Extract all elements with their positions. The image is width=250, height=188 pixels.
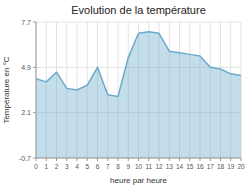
x-tick-label: 1 <box>44 163 48 170</box>
y-tick-label: 4.9 <box>21 64 31 71</box>
x-tick-label: 6 <box>96 163 100 170</box>
x-tick <box>118 158 119 161</box>
x-tick <box>56 158 57 161</box>
x-tick <box>148 158 149 161</box>
x-tick <box>97 158 98 161</box>
x-tick <box>200 158 201 161</box>
grid <box>36 22 241 158</box>
x-tick-label: 8 <box>116 163 120 170</box>
y-tick-label: 2.1 <box>21 109 31 116</box>
x-tick <box>230 158 231 161</box>
x-tick-label: 19 <box>227 163 235 170</box>
x-tick <box>210 158 211 161</box>
x-tick-label: 3 <box>65 163 69 170</box>
chart-container: -0.72.14.97.7012345678910111213141516171… <box>0 0 250 188</box>
x-tick-label: 4 <box>75 163 79 170</box>
y-tick <box>33 112 36 113</box>
x-tick <box>241 158 242 161</box>
axes: -0.72.14.97.7012345678910111213141516171… <box>19 19 245 171</box>
x-tick <box>87 158 88 161</box>
x-tick-label: 2 <box>55 163 59 170</box>
x-tick-label: 0 <box>34 163 38 170</box>
x-tick-label: 16 <box>196 163 204 170</box>
x-tick <box>66 158 67 161</box>
x-tick <box>159 158 160 161</box>
x-tick <box>36 158 37 161</box>
x-tick-label: 11 <box>145 163 152 170</box>
x-tick-label: 18 <box>217 163 225 170</box>
x-tick <box>77 158 78 161</box>
y-tick <box>33 22 36 23</box>
x-tick-label: 9 <box>126 163 130 170</box>
x-tick-label: 17 <box>207 163 215 170</box>
x-tick-label: 10 <box>135 163 143 170</box>
x-tick <box>138 158 139 161</box>
chart: -0.72.14.97.7012345678910111213141516171… <box>0 0 250 188</box>
area <box>36 32 241 158</box>
x-tick-label: 14 <box>176 163 184 170</box>
x-tick-label: 5 <box>85 163 89 170</box>
x-tick-label: 15 <box>186 163 194 170</box>
x-tick <box>189 158 190 161</box>
x-tick-label: 12 <box>155 163 163 170</box>
grid-line-x <box>36 22 37 158</box>
x-tick <box>220 158 221 161</box>
x-tick-label: 13 <box>166 163 174 170</box>
x-tick <box>107 158 108 161</box>
y-axis-line <box>36 22 37 158</box>
x-axis-label: heure par heure <box>110 176 167 185</box>
title: Evolution de la température <box>71 4 206 16</box>
y-tick-label: 7.7 <box>21 19 31 26</box>
x-tick <box>179 158 180 161</box>
line <box>36 32 241 97</box>
y-tick <box>33 67 36 68</box>
x-tick <box>128 158 129 161</box>
y-axis-label: Température en °C <box>2 56 11 123</box>
y-tick-label: -0.7 <box>19 155 31 162</box>
x-tick <box>169 158 170 161</box>
x-tick-label: 20 <box>237 163 245 170</box>
x-tick-label: 7 <box>106 163 110 170</box>
x-tick <box>46 158 47 161</box>
plot-area <box>36 32 241 158</box>
